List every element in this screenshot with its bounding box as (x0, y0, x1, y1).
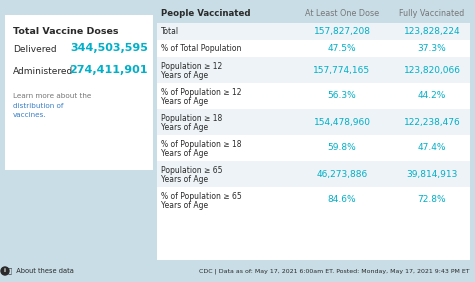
Text: 56.3%: 56.3% (328, 91, 356, 100)
Text: Population ≥ 65: Population ≥ 65 (161, 166, 222, 175)
Text: Population ≥ 18: Population ≥ 18 (161, 114, 222, 123)
Text: 47.4%: 47.4% (418, 144, 446, 153)
Text: 46,273,886: 46,273,886 (316, 169, 368, 179)
FancyBboxPatch shape (157, 109, 470, 135)
Text: % of Total Population: % of Total Population (161, 44, 241, 53)
Text: 39,814,913: 39,814,913 (406, 169, 458, 179)
FancyBboxPatch shape (157, 23, 470, 40)
Text: % of Population ≥ 65: % of Population ≥ 65 (161, 192, 242, 201)
Text: 157,774,165: 157,774,165 (314, 65, 370, 74)
Text: Total: Total (161, 27, 179, 36)
Text: distribution of: distribution of (13, 103, 63, 109)
Text: ⓘ  About these data: ⓘ About these data (8, 268, 74, 274)
Text: 84.6%: 84.6% (328, 195, 356, 204)
Text: Learn more about the: Learn more about the (13, 93, 94, 99)
Text: 122,238,476: 122,238,476 (404, 118, 460, 127)
FancyBboxPatch shape (5, 15, 153, 170)
Text: Years of Age: Years of Age (161, 149, 208, 158)
Text: % of Population ≥ 18: % of Population ≥ 18 (161, 140, 241, 149)
Text: 47.5%: 47.5% (328, 44, 356, 53)
Text: 72.8%: 72.8% (418, 195, 446, 204)
Text: People Vaccinated: People Vaccinated (161, 10, 250, 19)
Text: 154,478,960: 154,478,960 (314, 118, 370, 127)
FancyBboxPatch shape (157, 187, 470, 213)
Text: Fully Vaccinated: Fully Vaccinated (399, 10, 465, 19)
Text: Years of Age: Years of Age (161, 123, 208, 132)
Text: vaccines.: vaccines. (13, 112, 47, 118)
FancyBboxPatch shape (157, 57, 470, 83)
Text: Total Vaccine Doses: Total Vaccine Doses (13, 27, 118, 36)
Text: 274,411,901: 274,411,901 (69, 65, 148, 75)
Text: Years of Age: Years of Age (161, 71, 208, 80)
Text: CDC | Data as of: May 17, 2021 6:00am ET. Posted: Monday, May 17, 2021 9:43 PM E: CDC | Data as of: May 17, 2021 6:00am ET… (200, 268, 470, 274)
FancyBboxPatch shape (157, 135, 470, 161)
Text: 123,828,224: 123,828,224 (404, 27, 460, 36)
Text: Years of Age: Years of Age (161, 175, 208, 184)
Text: 344,503,595: 344,503,595 (70, 43, 148, 53)
Text: 37.3%: 37.3% (418, 44, 446, 53)
Text: 157,827,208: 157,827,208 (314, 27, 370, 36)
Text: At Least One Dose: At Least One Dose (305, 10, 379, 19)
Text: Years of Age: Years of Age (161, 97, 208, 106)
Circle shape (1, 267, 9, 275)
Text: 59.8%: 59.8% (328, 144, 356, 153)
Text: Delivered: Delivered (13, 45, 57, 54)
Text: Administered: Administered (13, 67, 73, 76)
Text: 123,820,066: 123,820,066 (403, 65, 460, 74)
FancyBboxPatch shape (157, 83, 470, 109)
Text: 44.2%: 44.2% (418, 91, 446, 100)
FancyBboxPatch shape (157, 161, 470, 187)
FancyBboxPatch shape (157, 5, 470, 23)
Text: % of Population ≥ 12: % of Population ≥ 12 (161, 88, 241, 97)
Text: Population ≥ 12: Population ≥ 12 (161, 62, 222, 71)
FancyBboxPatch shape (157, 5, 470, 260)
Text: i: i (4, 268, 6, 274)
Text: Years of Age: Years of Age (161, 201, 208, 210)
FancyBboxPatch shape (157, 40, 470, 57)
